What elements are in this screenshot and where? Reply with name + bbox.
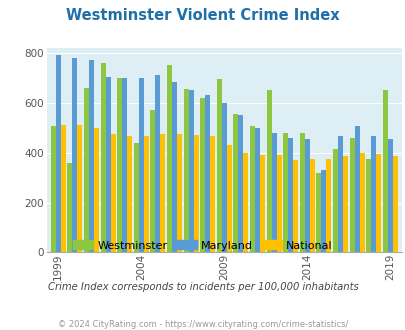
Bar [249, 126, 254, 252]
Bar [342, 156, 347, 252]
Bar [139, 78, 143, 252]
Bar [105, 77, 110, 252]
Bar [315, 173, 321, 252]
Bar [243, 153, 248, 252]
Bar [166, 65, 172, 252]
Bar [216, 79, 221, 252]
Bar [188, 90, 193, 252]
Bar [326, 159, 330, 252]
Bar [349, 138, 354, 252]
Bar [354, 126, 359, 252]
Bar [365, 159, 370, 252]
Bar [193, 135, 198, 252]
Bar [134, 143, 139, 252]
Bar [94, 128, 99, 252]
Bar [89, 60, 94, 252]
Bar [233, 114, 238, 252]
Bar [276, 155, 281, 252]
Text: © 2024 CityRating.com - https://www.cityrating.com/crime-statistics/: © 2024 CityRating.com - https://www.city… [58, 320, 347, 329]
Bar [392, 156, 397, 252]
Bar [266, 90, 271, 252]
Bar [72, 58, 77, 252]
Bar [117, 78, 122, 252]
Bar [100, 63, 105, 252]
Bar [160, 134, 165, 252]
Bar [259, 155, 264, 252]
Bar [288, 138, 292, 252]
Bar [172, 82, 177, 252]
Bar [309, 159, 314, 252]
Bar [183, 89, 188, 252]
Bar [67, 163, 72, 252]
Bar [299, 133, 304, 252]
Bar [205, 95, 210, 252]
Bar [122, 78, 127, 252]
Bar [238, 115, 243, 252]
Bar [150, 110, 155, 252]
Bar [387, 139, 392, 252]
Bar [337, 136, 342, 252]
Bar [271, 133, 276, 252]
Bar [321, 170, 326, 252]
Bar [110, 134, 115, 252]
Bar [210, 136, 215, 252]
Bar [370, 136, 375, 252]
Bar [292, 160, 297, 252]
Bar [254, 128, 259, 252]
Bar [51, 126, 55, 252]
Text: Westminster Violent Crime Index: Westminster Violent Crime Index [66, 8, 339, 23]
Bar [382, 90, 387, 252]
Bar [55, 55, 61, 252]
Bar [77, 125, 82, 252]
Bar [221, 103, 226, 252]
Bar [226, 145, 231, 252]
Bar [332, 149, 337, 252]
Bar [200, 98, 205, 252]
Bar [155, 75, 160, 252]
Bar [177, 134, 181, 252]
Bar [127, 136, 132, 252]
Legend: Westminster, Maryland, National: Westminster, Maryland, National [68, 236, 337, 255]
Bar [359, 153, 364, 252]
Bar [304, 139, 309, 252]
Bar [84, 88, 89, 252]
Text: Crime Index corresponds to incidents per 100,000 inhabitants: Crime Index corresponds to incidents per… [47, 282, 358, 292]
Bar [375, 154, 380, 252]
Bar [283, 133, 288, 252]
Bar [143, 136, 148, 252]
Bar [61, 125, 66, 252]
